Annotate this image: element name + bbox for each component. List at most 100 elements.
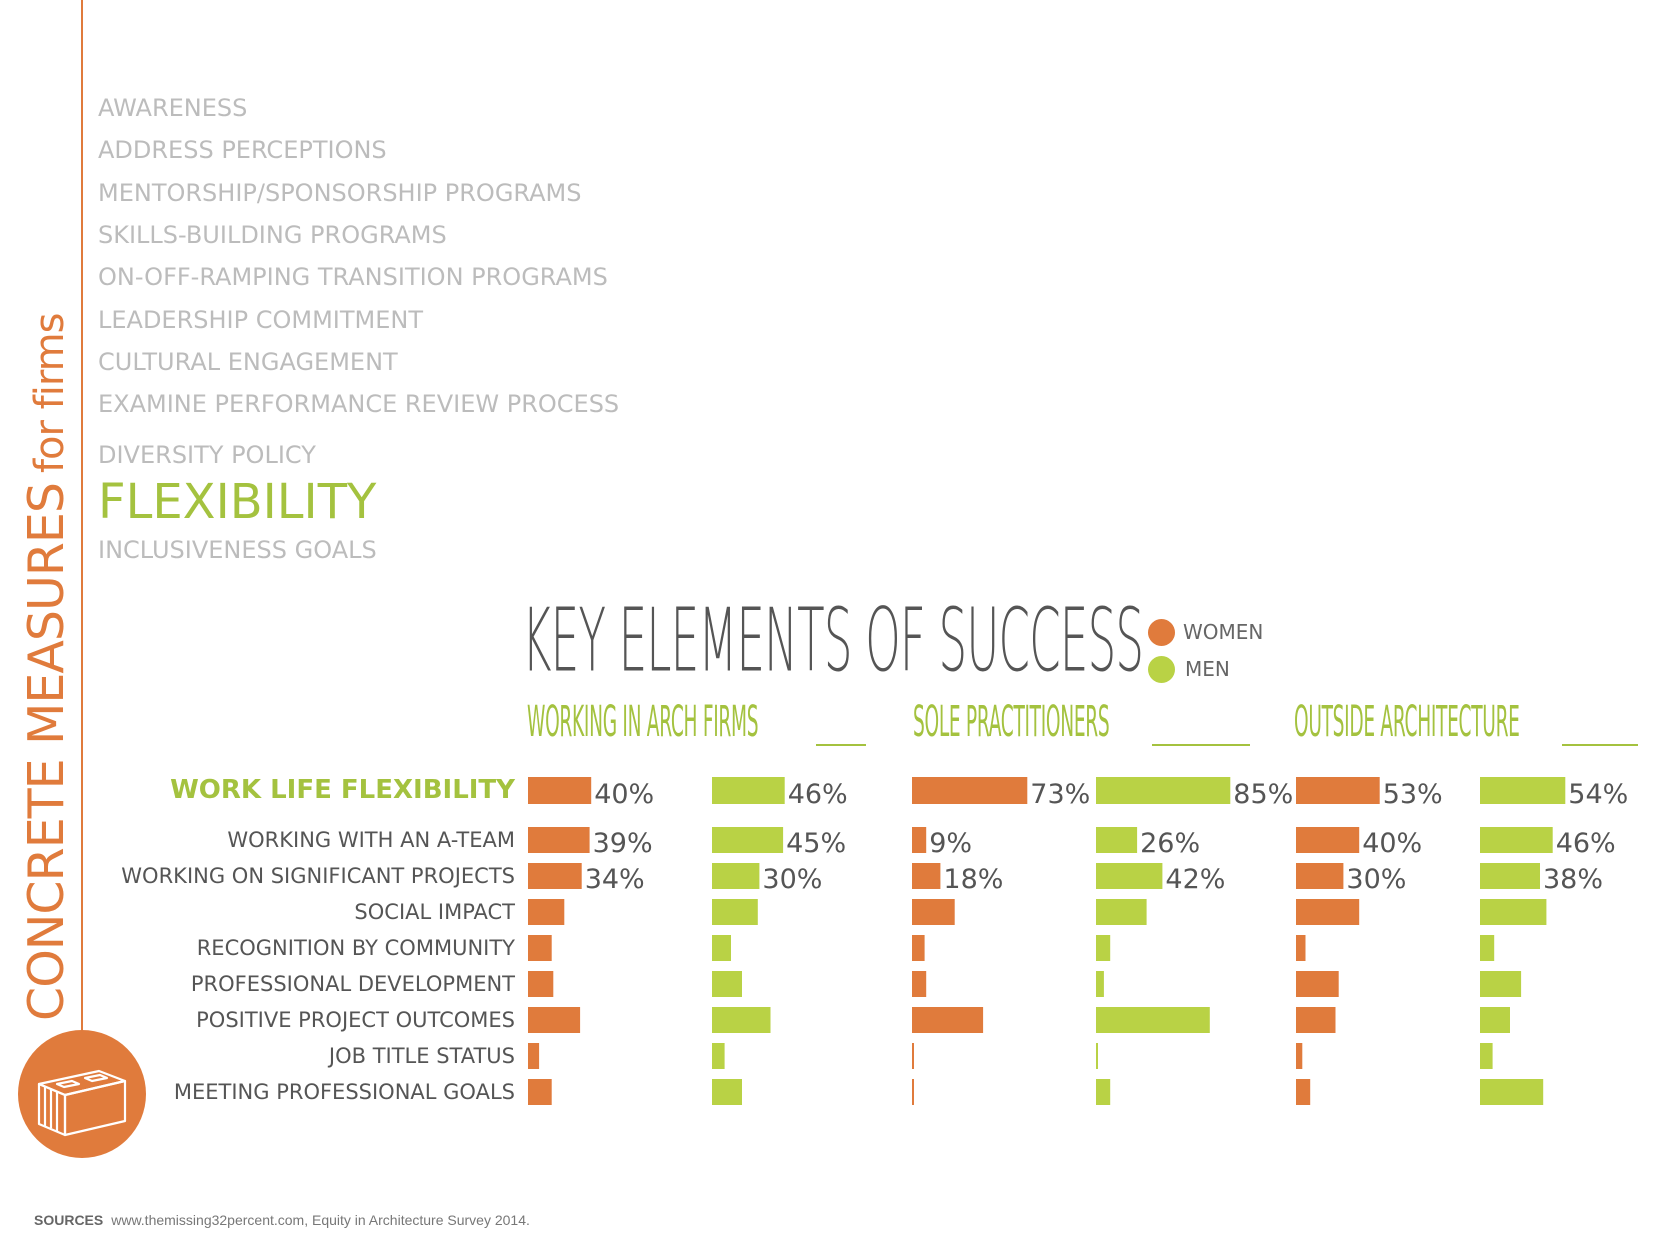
bar — [528, 1079, 552, 1105]
bar-value-label: 26% — [1140, 828, 1200, 859]
bar — [1480, 1007, 1510, 1033]
bar — [1480, 899, 1547, 925]
bar — [912, 1043, 914, 1069]
bar-value-label: 39% — [593, 828, 653, 859]
bar — [1096, 1079, 1111, 1105]
bar — [912, 935, 925, 961]
bar — [1480, 935, 1495, 961]
bar-value-label: 30% — [1346, 864, 1406, 895]
measure-item: LEADERSHIP COMMITMENT — [98, 306, 424, 334]
bar — [528, 777, 592, 804]
bar — [528, 971, 554, 997]
group-rule-arch-firms — [816, 744, 866, 746]
legend-men-label: MEN — [1185, 657, 1230, 681]
category-label: MEETING PROFESSIONAL GOALS — [173, 1080, 515, 1104]
bar — [1096, 777, 1231, 804]
measure-item: CULTURAL ENGAGEMENT — [98, 348, 398, 376]
bar — [528, 863, 582, 889]
bar — [712, 971, 742, 997]
legend-women-label: WOMEN — [1183, 620, 1264, 644]
bar — [1096, 1043, 1098, 1069]
concrete-block-logo-icon — [18, 1030, 146, 1158]
category-label: WORKING WITH AN A-TEAM — [227, 828, 515, 852]
bar — [912, 1007, 984, 1033]
measure-item: INCLUSIVENESS GOALS — [98, 536, 377, 564]
bar-value-label: 42% — [1165, 864, 1225, 895]
category-label: RECOGNITION BY COMMUNITY — [196, 936, 515, 960]
bar-value-label: 45% — [786, 828, 846, 859]
bar-value-label: 73% — [1030, 779, 1090, 810]
measure-item: FLEXIBILITY — [98, 474, 377, 530]
category-label: PROFESSIONAL DEVELOPMENT — [190, 972, 515, 996]
bar — [1096, 971, 1104, 997]
bar — [1296, 971, 1339, 997]
side-divider-line — [81, 0, 83, 1090]
measure-item: SKILLS-BUILDING PROGRAMS — [98, 221, 447, 249]
bar — [1096, 1007, 1210, 1033]
bar-value-label: 30% — [762, 864, 822, 895]
bar — [1296, 1007, 1336, 1033]
measure-item: ADDRESS PERCEPTIONS — [98, 136, 387, 164]
bar — [912, 863, 941, 889]
bar — [1296, 827, 1360, 853]
bar-value-label: 9% — [929, 828, 972, 859]
measure-item: AWARENESS — [98, 94, 248, 122]
bar — [1296, 935, 1306, 961]
bar — [712, 777, 785, 804]
bar-value-label: 34% — [585, 864, 645, 895]
group-header-outside-architecture: OUTSIDE ARCHITECTURE — [1294, 697, 1520, 748]
bar-value-label: 38% — [1543, 864, 1603, 895]
bar — [528, 827, 590, 853]
bar — [528, 1007, 581, 1033]
category-label: WORK LIFE FLEXIBILITY — [170, 775, 515, 805]
bar — [1480, 971, 1522, 997]
measure-item: DIVERSITY POLICY — [98, 441, 316, 469]
measure-item: MENTORSHIP/SPONSORSHIP PROGRAMS — [98, 179, 582, 207]
measure-item: EXAMINE PERFORMANCE REVIEW PROCESS — [98, 390, 620, 418]
bar — [1296, 1079, 1311, 1105]
bar-value-label: 46% — [1556, 828, 1616, 859]
bar — [528, 1043, 540, 1069]
bar — [712, 863, 760, 889]
bar — [1096, 899, 1147, 925]
bar — [1480, 827, 1553, 853]
bar — [712, 1007, 771, 1033]
bar-value-label: 40% — [594, 779, 654, 810]
bar — [1296, 1043, 1303, 1069]
category-label: WORKING ON SIGNIFICANT PROJECTS — [121, 864, 515, 888]
sources-text: www.themissing32percent.com, Equity in A… — [111, 1212, 530, 1228]
measure-item: ON-OFF-RAMPING TRANSITION PROGRAMS — [98, 263, 608, 291]
sources-note: SOURCES www.themissing32percent.com, Equi… — [34, 1212, 530, 1228]
bar — [1480, 777, 1566, 804]
bar — [912, 1079, 914, 1105]
bar — [1296, 777, 1380, 804]
bar — [1096, 935, 1111, 961]
bar — [912, 827, 927, 853]
sources-label: SOURCES — [34, 1212, 104, 1228]
group-rule-outside-architecture — [1562, 744, 1638, 746]
group-rule-sole-practitioners — [1152, 744, 1250, 746]
category-label: JOB TITLE STATUS — [328, 1044, 515, 1068]
legend-men-swatch — [1148, 656, 1175, 683]
bar-value-label: 85% — [1233, 779, 1293, 810]
bar-value-label: 46% — [788, 779, 848, 810]
bar — [712, 827, 784, 853]
bar — [1296, 863, 1344, 889]
bar — [712, 899, 758, 925]
bar — [912, 899, 955, 925]
bar-value-label: 18% — [943, 864, 1003, 895]
bar — [712, 1079, 742, 1105]
bar — [528, 935, 552, 961]
legend-women-swatch — [1148, 619, 1175, 646]
category-label: POSITIVE PROJECT OUTCOMES — [196, 1008, 515, 1032]
bar-value-label: 53% — [1383, 779, 1443, 810]
chart-title: KEY ELEMENTS OF SUCCESS — [522, 590, 1144, 693]
bar — [1480, 1079, 1544, 1105]
bar-value-label: 54% — [1568, 779, 1628, 810]
bar — [1480, 863, 1540, 889]
bar — [912, 777, 1028, 804]
bar — [1096, 827, 1138, 853]
category-label: SOCIAL IMPACT — [354, 900, 515, 924]
group-header-sole-practitioners: SOLE PRACTITIONERS — [913, 697, 1110, 748]
